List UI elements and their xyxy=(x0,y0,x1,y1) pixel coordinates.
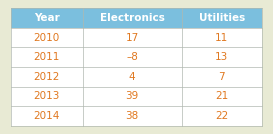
Bar xyxy=(82,47,182,67)
Bar xyxy=(182,47,262,67)
Bar xyxy=(182,87,262,106)
Text: 22: 22 xyxy=(215,111,229,121)
Text: 2014: 2014 xyxy=(34,111,60,121)
Bar xyxy=(11,47,82,67)
Text: 2013: 2013 xyxy=(34,92,60,101)
Bar xyxy=(82,87,182,106)
Bar xyxy=(11,87,82,106)
Bar xyxy=(11,106,82,126)
Bar xyxy=(11,28,82,47)
Text: 39: 39 xyxy=(126,92,139,101)
Text: 17: 17 xyxy=(126,33,139,42)
Text: 4: 4 xyxy=(129,72,135,82)
Text: 2010: 2010 xyxy=(34,33,60,42)
Text: 2012: 2012 xyxy=(34,72,60,82)
Bar xyxy=(82,8,182,28)
Text: –8: –8 xyxy=(126,52,138,62)
Bar xyxy=(82,28,182,47)
Text: 7: 7 xyxy=(219,72,225,82)
Text: 13: 13 xyxy=(215,52,229,62)
Text: 11: 11 xyxy=(215,33,229,42)
Text: 38: 38 xyxy=(126,111,139,121)
Text: Year: Year xyxy=(34,13,60,23)
Text: 21: 21 xyxy=(215,92,229,101)
Bar xyxy=(82,106,182,126)
Text: Utilities: Utilities xyxy=(199,13,245,23)
Bar xyxy=(182,67,262,87)
Text: Electronics: Electronics xyxy=(100,13,165,23)
Text: 2011: 2011 xyxy=(34,52,60,62)
Bar xyxy=(11,8,82,28)
Bar xyxy=(182,28,262,47)
Bar xyxy=(11,67,82,87)
Bar xyxy=(182,8,262,28)
Bar xyxy=(82,67,182,87)
Bar xyxy=(182,106,262,126)
